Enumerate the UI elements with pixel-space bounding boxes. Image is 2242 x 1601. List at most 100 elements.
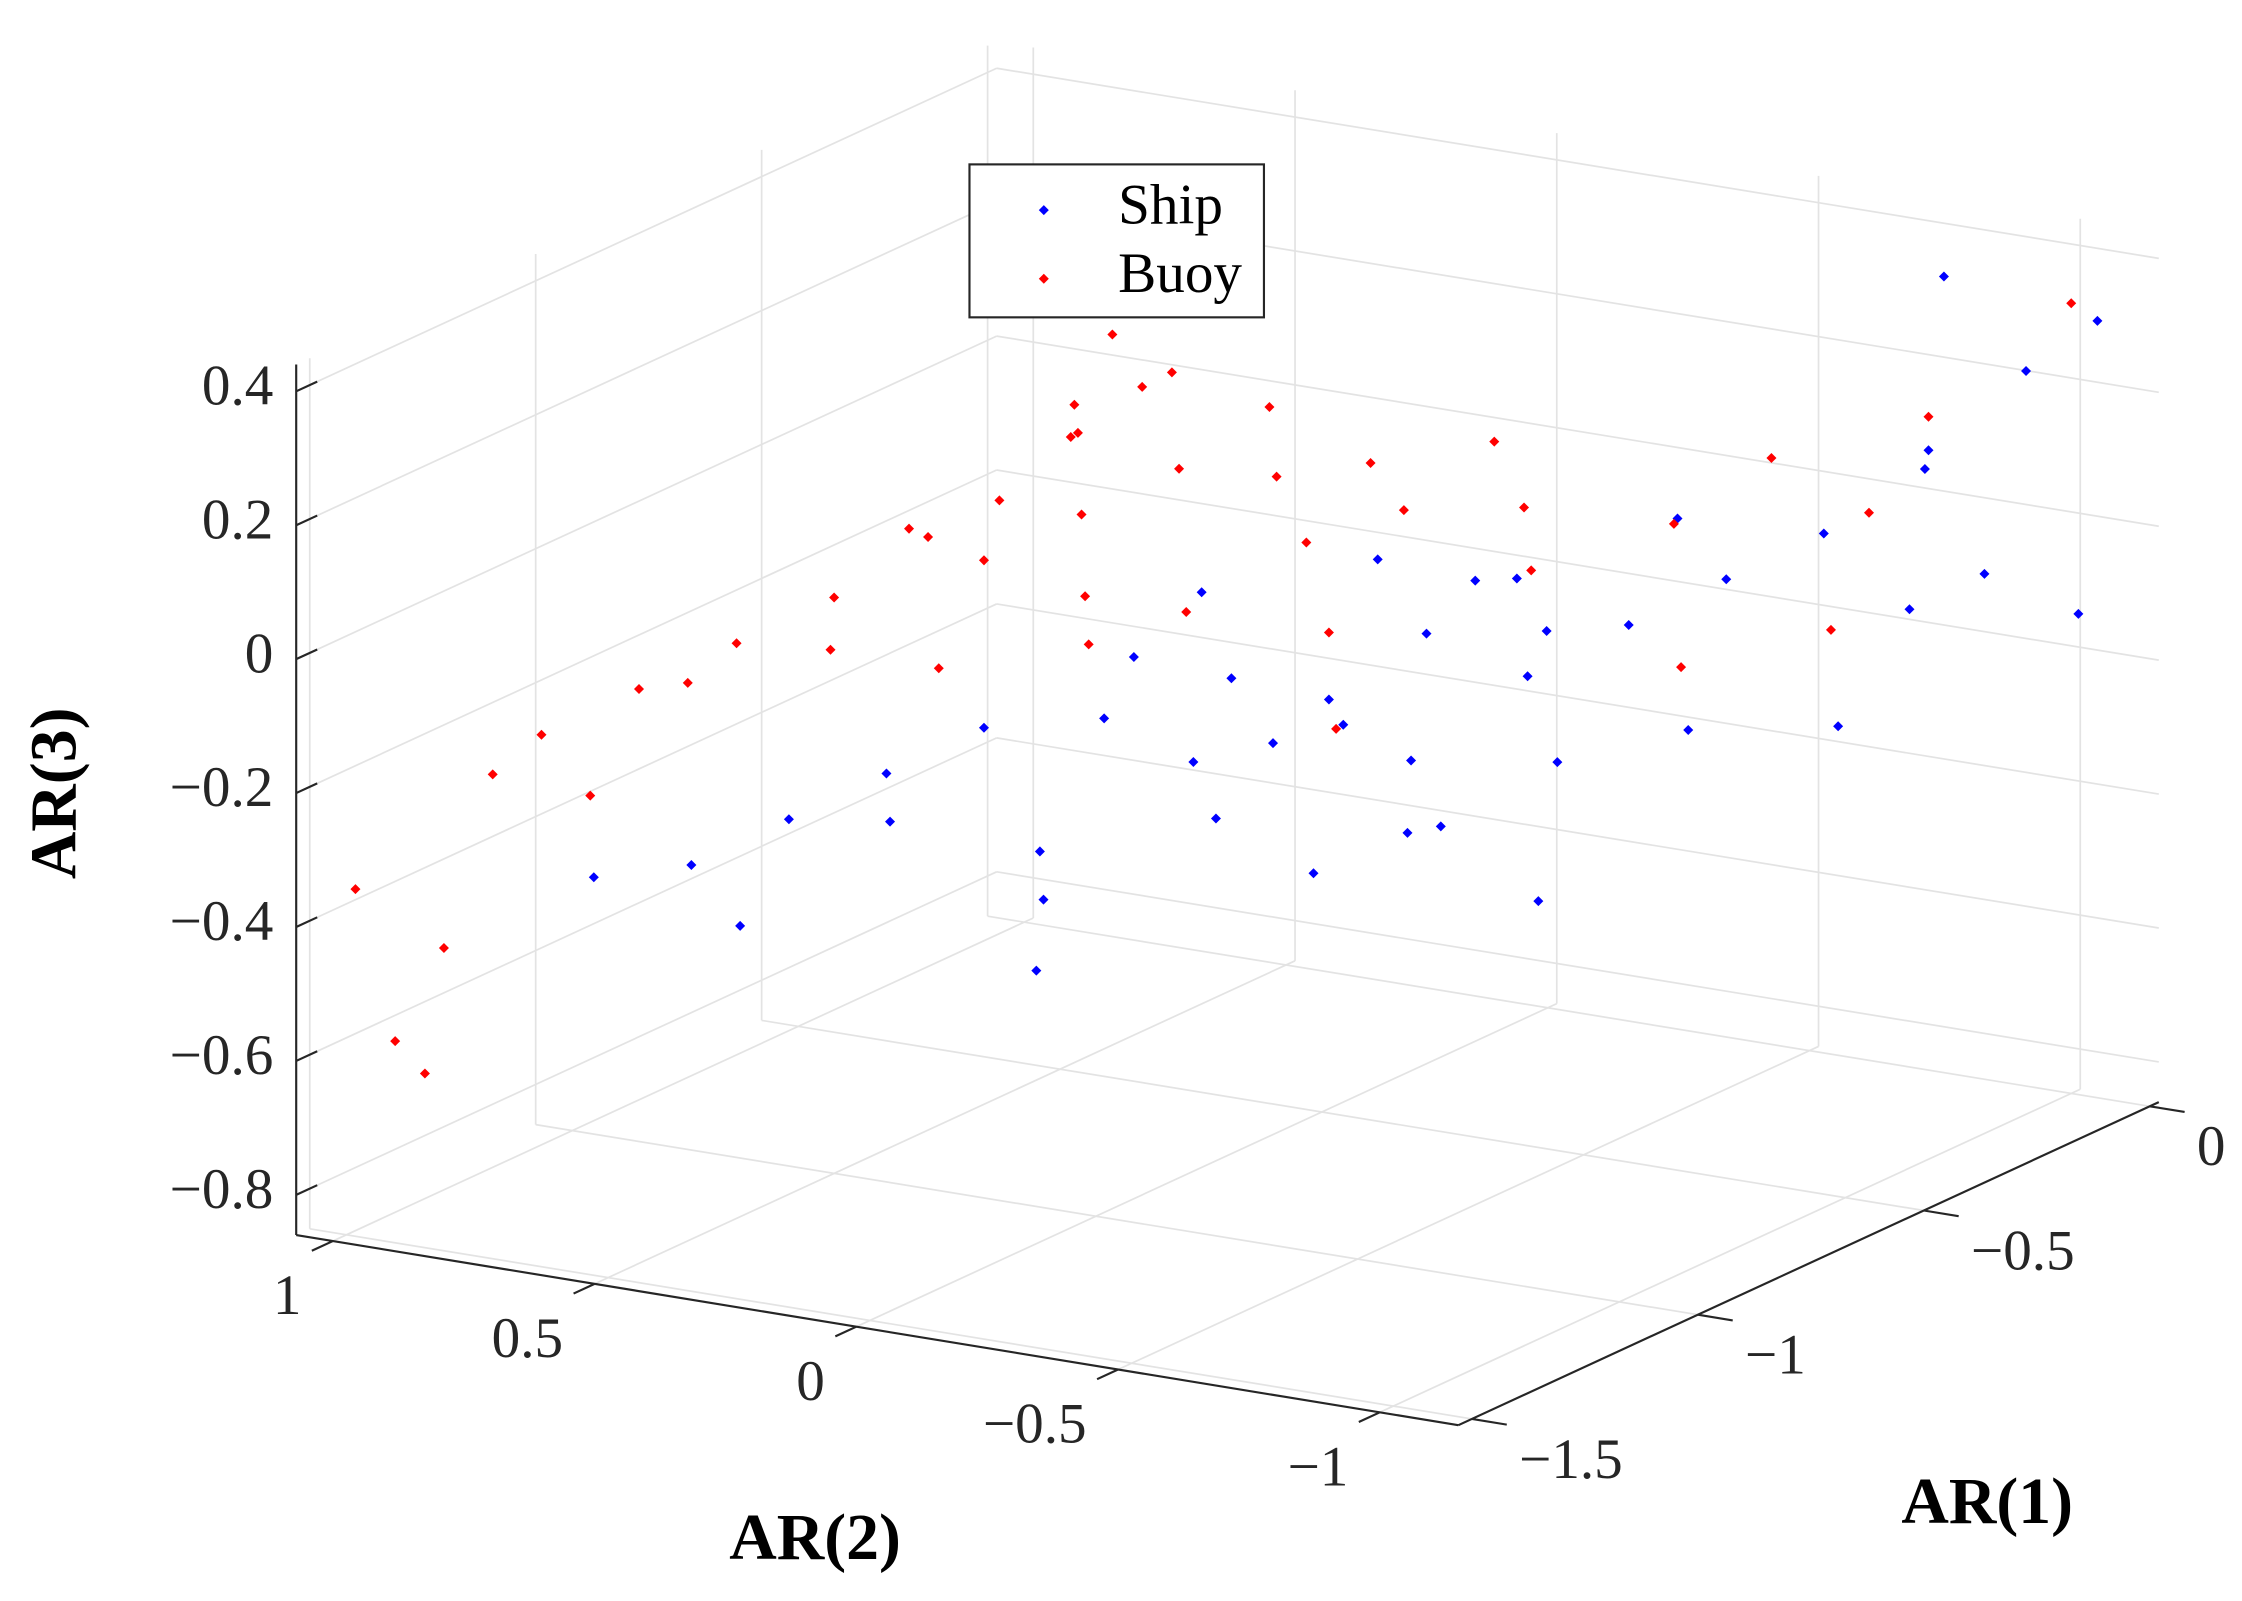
grid-line xyxy=(295,603,997,928)
point xyxy=(390,1036,401,1047)
tick-mark xyxy=(2149,1105,2185,1114)
tick-mark xyxy=(295,648,318,661)
point xyxy=(1188,756,1199,767)
grid-line xyxy=(295,737,997,1062)
point xyxy=(1676,662,1687,673)
point xyxy=(1825,624,1836,635)
grid-line xyxy=(855,1002,1558,1328)
point xyxy=(1264,402,1275,413)
point xyxy=(731,638,742,649)
point xyxy=(829,592,840,603)
tick-mark xyxy=(295,1050,318,1062)
point xyxy=(933,663,944,674)
point xyxy=(2021,365,2032,376)
point xyxy=(1365,458,1376,469)
point xyxy=(1038,894,1049,905)
point xyxy=(1489,436,1500,447)
point xyxy=(1034,846,1045,857)
x-tick-label: −1.5 xyxy=(1519,1428,1623,1491)
point xyxy=(904,523,915,534)
point xyxy=(1623,620,1634,631)
z-tick-label: −0.6 xyxy=(170,1024,274,1087)
point xyxy=(1099,713,1110,724)
z-tick-label: 0.4 xyxy=(202,354,273,417)
legend-label: Buoy xyxy=(1118,242,1242,305)
point xyxy=(1833,721,1844,732)
tick-mark xyxy=(834,1325,857,1338)
point xyxy=(585,790,596,801)
point xyxy=(686,860,697,871)
grid-line xyxy=(996,469,2159,661)
z-tick-label: −0.2 xyxy=(170,756,274,819)
grid-line xyxy=(309,1227,1473,1420)
z-tick-label: −0.8 xyxy=(170,1158,274,1221)
point xyxy=(825,644,836,655)
point xyxy=(1174,463,1185,474)
tick-mark xyxy=(295,514,318,527)
point xyxy=(634,684,645,695)
point xyxy=(1301,537,1312,548)
point xyxy=(1069,399,1080,410)
point xyxy=(1196,587,1207,598)
point xyxy=(1519,502,1530,513)
point xyxy=(350,884,361,895)
point xyxy=(1526,565,1537,576)
point xyxy=(487,769,498,780)
point xyxy=(1107,329,1118,340)
x-tick-label: −1 xyxy=(1745,1324,1806,1387)
point xyxy=(1938,271,1949,282)
point xyxy=(1421,628,1432,639)
point xyxy=(1268,738,1279,749)
tick-mark xyxy=(1358,1411,1381,1423)
point xyxy=(1065,431,1076,442)
tick-mark xyxy=(1096,1368,1119,1381)
grid-line xyxy=(295,201,997,527)
point xyxy=(1031,965,1042,976)
axis-line xyxy=(1457,1101,2160,1427)
point xyxy=(1372,554,1383,565)
grid-line xyxy=(594,960,1296,1285)
grid-line xyxy=(996,870,2159,1063)
point xyxy=(1137,381,1148,392)
grid-line xyxy=(295,469,997,794)
y-tick-label: 0.5 xyxy=(492,1307,563,1370)
point xyxy=(923,532,934,543)
z-tick-label: −0.4 xyxy=(170,890,274,953)
legend-box xyxy=(968,163,1266,319)
point xyxy=(682,677,693,688)
grid-line xyxy=(535,1123,1698,1316)
point xyxy=(1226,673,1237,684)
point xyxy=(783,814,794,825)
grid-line xyxy=(996,335,2159,528)
tick-mark xyxy=(295,782,318,795)
point xyxy=(1818,528,1829,539)
point xyxy=(1166,367,1177,378)
z-axis-label: AR(3) xyxy=(17,708,90,880)
point xyxy=(1522,671,1533,682)
point xyxy=(1406,755,1417,766)
legend-marker xyxy=(1038,205,1049,216)
point xyxy=(2073,608,2084,619)
point xyxy=(1080,591,1091,602)
y-tick-label: −1 xyxy=(1288,1435,1349,1498)
point xyxy=(1072,427,1083,438)
grid-line xyxy=(1117,1045,1819,1371)
point xyxy=(1470,575,1481,586)
tick-mark xyxy=(1697,1313,1733,1322)
point xyxy=(1923,411,1934,422)
tick-mark xyxy=(311,1240,334,1252)
tick-mark xyxy=(573,1282,596,1295)
grid-line xyxy=(295,335,997,660)
point xyxy=(1271,471,1282,482)
grid-line xyxy=(996,603,2159,795)
point xyxy=(1766,453,1777,464)
point xyxy=(1541,625,1552,636)
grid-line xyxy=(295,871,997,1196)
point xyxy=(1323,627,1334,638)
grid-line xyxy=(996,67,2159,260)
point xyxy=(1210,813,1221,824)
point xyxy=(1979,568,1990,579)
point xyxy=(1533,896,1544,907)
grid-line xyxy=(996,737,2159,929)
